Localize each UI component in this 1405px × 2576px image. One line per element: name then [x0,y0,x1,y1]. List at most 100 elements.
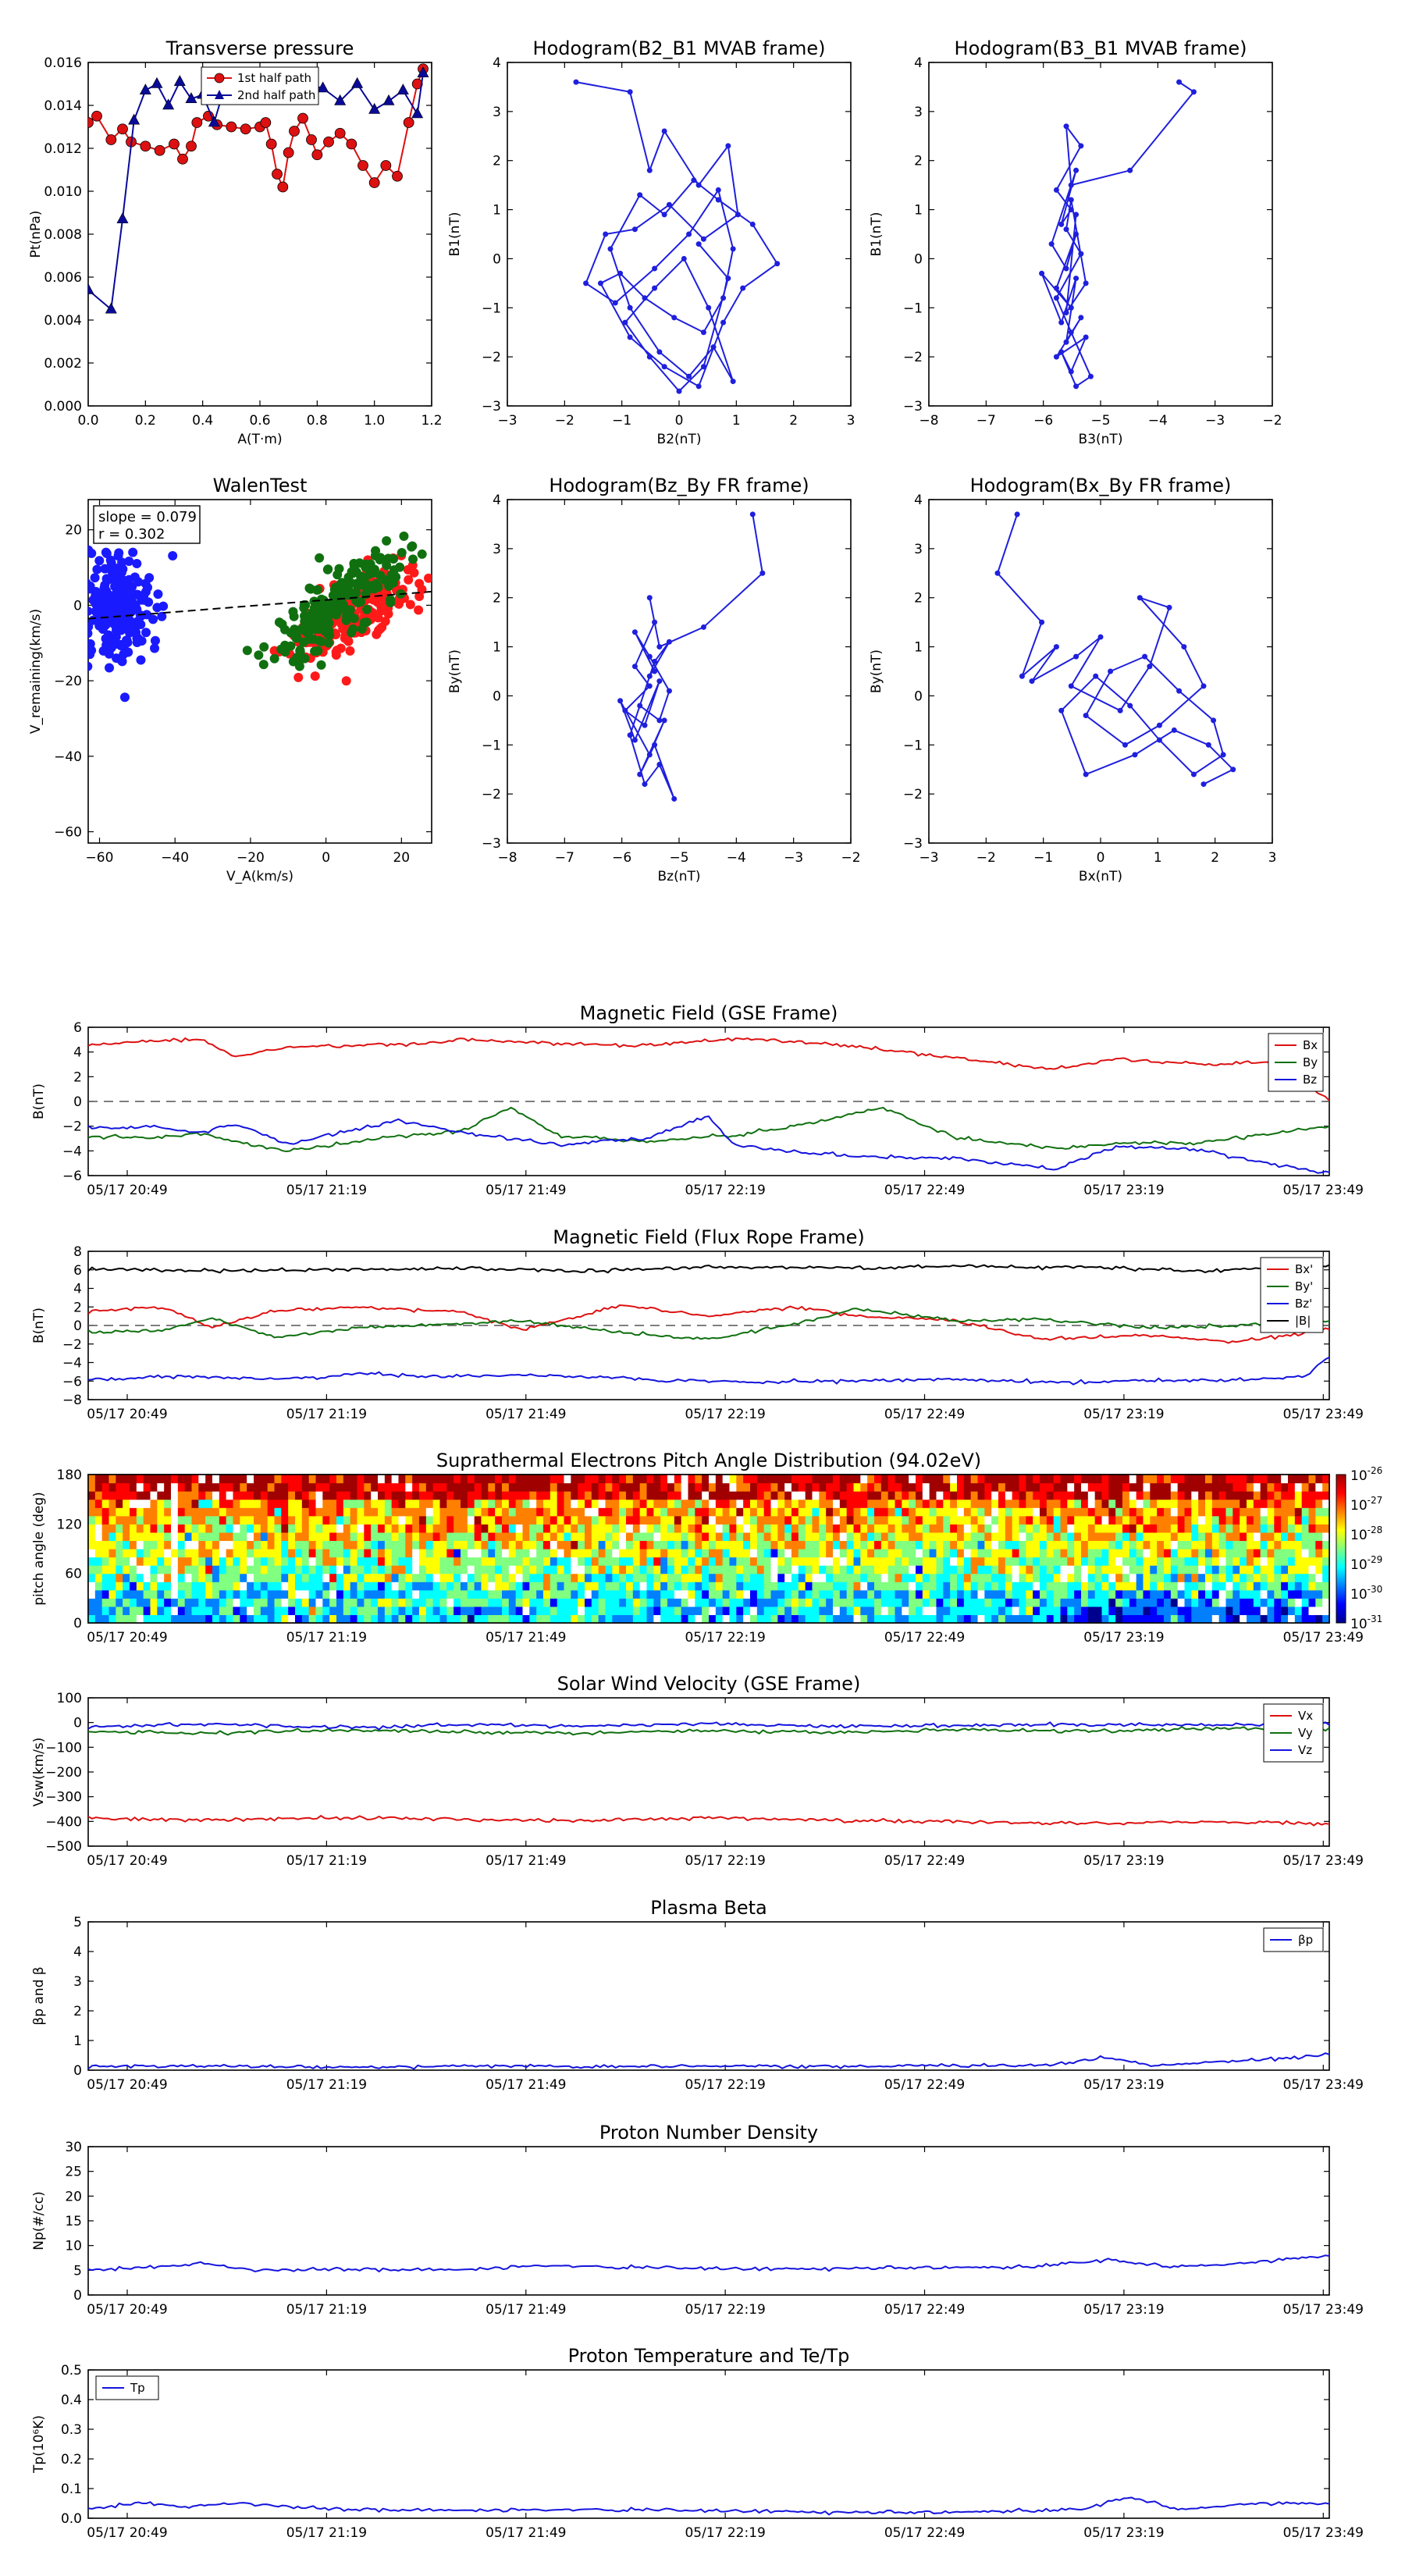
pad-cell [164,1549,172,1558]
pad-cell [874,1532,882,1542]
walen_test-point [372,597,382,607]
pad-cell [171,1589,179,1599]
pad-cell [1232,1606,1240,1616]
pad-cell [295,1549,303,1558]
pad-cell [770,1565,778,1574]
pad-cell [819,1582,827,1591]
pad-cell [1150,1540,1158,1550]
pad-cell [233,1606,240,1616]
pad-cell [446,1475,454,1484]
tp-title: Proton Temperature and Te/Tp [568,2345,850,2367]
pad-cell [247,1598,254,1607]
pad-cell [729,1573,737,1582]
pad-cell [432,1482,441,1492]
pad-cell [585,1524,592,1533]
pad-cell [301,1491,310,1500]
pad-cell [1040,1589,1048,1599]
hodo_b3_b1-xtick-label: −6 [1033,413,1053,429]
pad-cell [198,1606,206,1616]
pad-cell [1198,1557,1206,1566]
pad-cell [467,1606,475,1616]
vsw-ytick-label: −300 [45,1790,82,1806]
pad-cell [702,1557,710,1566]
pad-cell [371,1589,379,1599]
pad-cell [130,1582,137,1591]
pad-cell [909,1606,916,1616]
pad-cell [94,1582,103,1591]
walen_test-point [386,598,396,608]
pad-cell [936,1540,944,1550]
pad-cell [419,1532,427,1542]
pad-cell [660,1573,668,1582]
pad-cell [598,1573,606,1582]
pad-cell [171,1515,179,1525]
pad-cell [833,1507,841,1517]
pad-cell [378,1475,386,1484]
pad-cell [791,1549,799,1558]
pad-cell [1067,1507,1075,1517]
pad-cell [853,1598,861,1607]
pad-cell [984,1606,992,1616]
pad-cell [1247,1515,1254,1525]
pad-cell [1115,1507,1123,1517]
pad-cell [412,1614,420,1623]
pad-cell [1150,1557,1158,1566]
b_fr-xtick-label: 05/17 23:19 [1083,1407,1164,1422]
pad-cell [260,1524,269,1533]
pad-cell [736,1524,744,1533]
pad-cell [1005,1499,1013,1508]
pad-cell [1225,1589,1233,1599]
pad-cell [123,1515,130,1525]
transverse_pressure-xtick-label: 0.0 [77,413,98,429]
hodo_b2_b1-point [730,379,736,385]
pad-cell [1274,1573,1282,1582]
hodo_b2_b1-ytick-label: 4 [493,55,501,71]
pad-cell [274,1565,282,1574]
pad-cell [1157,1507,1165,1517]
vsw-ytick-label: −200 [45,1765,82,1781]
pad-cell [1247,1549,1254,1558]
pad-cell [371,1606,379,1616]
transverse_pressure-ytick-label: 0.004 [44,313,82,329]
pad-cell [729,1557,737,1566]
pad-cell [1288,1532,1296,1542]
hodo_b3_b1-ytick-label: −3 [903,399,923,415]
pad-cell [432,1589,441,1599]
pad-cell [1026,1606,1033,1616]
walen_test-ytick-label: −60 [54,824,82,840]
pad-cell [508,1606,517,1616]
pad-cell [405,1549,413,1558]
pad-cell [591,1475,599,1484]
pad-cell [529,1565,537,1574]
pad-cell [1170,1482,1179,1492]
pad-cell [578,1557,585,1566]
tp-panel: Proton Temperature and Te/TpTp(10⁶K)0.00… [31,2345,1364,2541]
hodo_b3_b1-point [1176,79,1183,85]
beta-ytick-label: 2 [73,2004,82,2019]
pad-cell [860,1557,868,1566]
pad-cell [895,1515,902,1525]
pad-cell [1322,1565,1329,1574]
pad-cell [970,1524,979,1533]
pad-cell [1232,1524,1240,1533]
pad-cell [247,1482,254,1492]
np-ytick-label: 5 [73,2263,82,2279]
pad-cell [398,1557,406,1566]
pad-cell [1308,1499,1316,1508]
pad-cell [715,1589,724,1599]
pad-cell [150,1565,158,1574]
pad-cell [750,1482,758,1492]
pad-cell [274,1582,282,1591]
pad-cell [267,1475,276,1484]
pad-cell [308,1532,317,1542]
pad-cell [1150,1482,1158,1492]
pad-cell [970,1507,979,1517]
pad-cell [1218,1589,1227,1599]
pad-cell [350,1557,358,1566]
pad-cell [1315,1549,1323,1558]
pad-cell [1205,1475,1213,1484]
pad-cell [916,1549,923,1558]
pad-cell [274,1515,282,1525]
pad-cell [1060,1482,1068,1492]
pad-cell [350,1606,358,1616]
